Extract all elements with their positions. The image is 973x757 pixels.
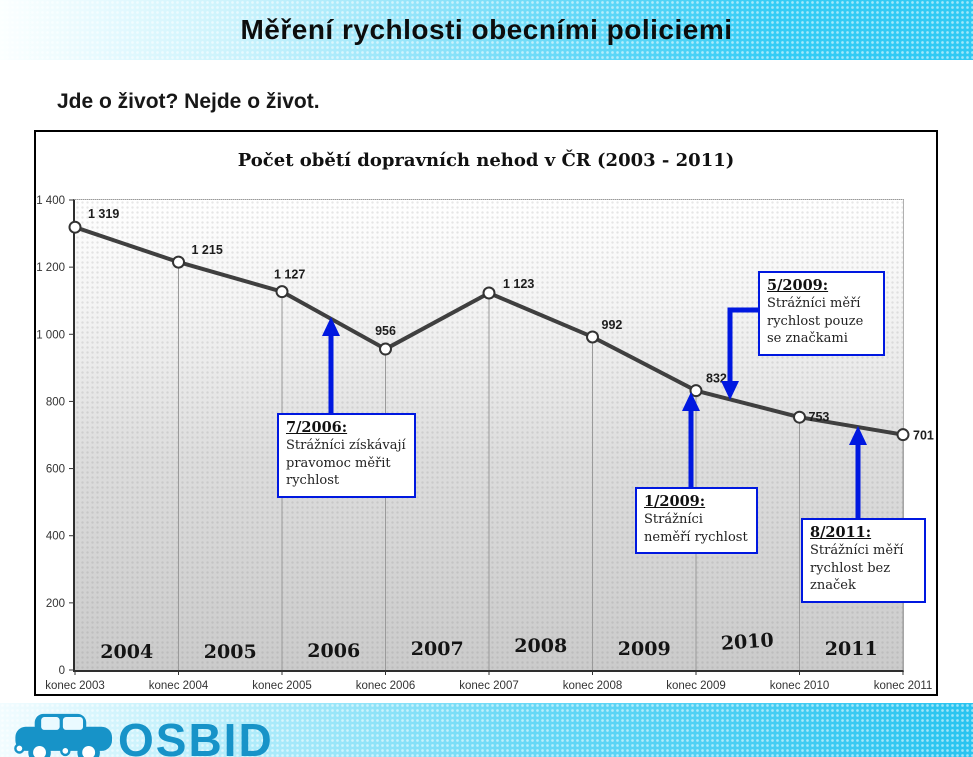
y-tick-label: 400 [46, 531, 65, 543]
data-point-label: 956 [375, 324, 396, 338]
annotation-title: 5/2009: [767, 277, 829, 294]
year-band-label: 2007 [411, 638, 464, 660]
year-band-label: 2011 [825, 638, 878, 660]
x-tick-label: konec 2003 [45, 680, 104, 692]
year-band-label: 2006 [307, 640, 360, 662]
subtitle: Jde o život? Nejde o život. [57, 90, 320, 113]
data-point-label: 1 127 [274, 268, 305, 282]
header-banner: Měření rychlosti obecními policiemi [0, 0, 973, 60]
annotation-box-8-2011: 8/2011: Strážníci měří rychlost bez znač… [801, 518, 926, 603]
y-tick-label: 1 200 [36, 262, 65, 274]
y-tick-label: 800 [46, 396, 65, 408]
annotation-title: 7/2006: [286, 419, 348, 436]
data-point [275, 285, 289, 299]
x-tick-label: konec 2007 [459, 680, 518, 692]
y-tick-label: 600 [46, 464, 65, 476]
brand-text: OSBID [118, 714, 274, 757]
data-point-label: 753 [809, 410, 830, 424]
fatalities-chart: Počet obětí dopravních nehod v ČR (2003 … [34, 130, 938, 696]
year-band-label: 2010 [720, 629, 774, 655]
x-tick-label: konec 2008 [563, 680, 622, 692]
year-band-label: 2005 [204, 641, 257, 663]
data-point-label: 992 [602, 318, 623, 332]
plot-area: 0 200 400 600 800 1 000 1 200 1 400 konec 2003 ko… [36, 195, 934, 692]
osbid-car-icon [12, 709, 117, 757]
data-point-label: 701 [913, 429, 934, 443]
annotation-body: Strážníci získávají pravomoc měřit rychl… [286, 438, 406, 489]
x-tick-label: konec 2010 [770, 680, 829, 692]
year-band-label: 2004 [100, 641, 153, 663]
x-tick-label: konec 2005 [252, 680, 311, 692]
year-band-label: 2008 [514, 635, 567, 657]
annotation-box-1-2009: 1/2009: Strážníci neměří rychlost [635, 487, 758, 555]
y-tick-label: 1 400 [36, 195, 65, 207]
annotation-body: Strážníci měří rychlost pouze se značkam… [767, 296, 864, 347]
y-tick-label: 200 [46, 598, 65, 610]
x-tick-label: konec 2004 [149, 680, 209, 692]
x-tick-label: konec 2011 [874, 680, 933, 692]
annotation-title: 8/2011: [810, 524, 872, 541]
data-point [793, 410, 806, 424]
data-point [68, 220, 82, 234]
data-point [689, 384, 703, 398]
chart-title: Počet obětí dopravních nehod v ČR (2003 … [237, 150, 735, 171]
annotation-body: Strážníci neměří rychlost [644, 512, 748, 545]
data-point-label: 1 123 [503, 277, 534, 291]
data-point [586, 330, 599, 344]
annotation-box-5-2009: 5/2009: Strážníci měří rychlost pouze se… [758, 271, 885, 356]
data-point-label: 1 215 [192, 243, 223, 257]
y-tick-label: 0 [59, 665, 65, 677]
annotation-box-7-2006: 7/2006: Strážníci získávají pravomoc měř… [277, 413, 416, 498]
y-tick-label: 1 000 [36, 329, 65, 341]
line-plot-svg: 0 200 400 600 800 1 000 1 200 1 400 konec 2003 ko… [36, 195, 934, 692]
data-point [379, 342, 392, 356]
annotation-body: Strážníci měří rychlost bez značek [810, 543, 904, 594]
annotation-title: 1/2009: [644, 493, 706, 510]
data-point [172, 255, 185, 269]
year-band-label: 2009 [618, 638, 671, 660]
data-point-label: 832 [706, 372, 727, 386]
data-point [896, 428, 910, 442]
data-point-label: 1 319 [88, 207, 119, 221]
data-point [482, 286, 496, 300]
x-tick-label: konec 2006 [356, 680, 415, 692]
footer-banner: OSBID [0, 703, 973, 757]
slide-title: Měření rychlosti obecními policiemi [240, 14, 733, 45]
x-tick-label: konec 2009 [666, 680, 725, 692]
